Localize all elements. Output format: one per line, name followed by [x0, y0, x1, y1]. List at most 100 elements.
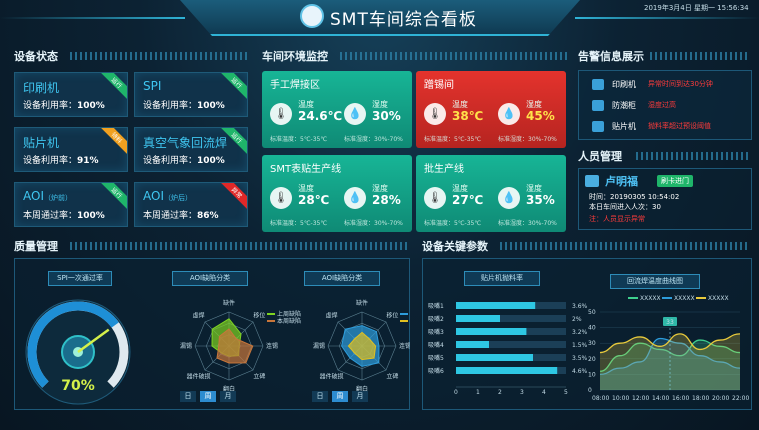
- bar: [456, 354, 533, 361]
- hum-value: 28%: [372, 193, 401, 207]
- area-y-tick: 40: [588, 325, 596, 332]
- device-rate: 设备利用率：100%: [23, 98, 105, 111]
- env-card[interactable]: 蹭锡间 🌡 温度 38℃ 💧 湿度 45% 标准温度：5℃-35℃ 标准湿度：3…: [416, 71, 566, 148]
- rate-value: 100%: [197, 101, 225, 111]
- radar-axis-label: 缺件: [356, 299, 368, 307]
- area-x-tick: 08:00: [592, 395, 609, 402]
- stripe: [650, 52, 750, 60]
- device-card[interactable]: SPI 设备利用率：100% 运行: [134, 72, 248, 117]
- rate-label: 设备利用率：: [143, 101, 198, 111]
- device-name: 贴片机: [23, 134, 59, 151]
- temp-std: 标准温度：5℃-35℃: [270, 136, 328, 143]
- droplet-icon: 💧: [344, 187, 366, 209]
- radar-axis-label: 连锡: [266, 342, 278, 350]
- bar-x-tick: 4: [542, 389, 546, 396]
- id-card-icon: [585, 175, 599, 187]
- bar-category-label: 吸嘴5: [428, 354, 444, 362]
- device-name: 印刷机: [23, 79, 59, 96]
- alert-message: 湿度过高: [648, 101, 676, 109]
- stripe: [340, 52, 568, 60]
- area-x-tick: 16:00: [672, 395, 689, 402]
- hum-std: 标准湿度：30%-70%: [344, 136, 403, 143]
- legend-label: 本周缺陷: [277, 317, 301, 325]
- section-personnel: 人员管理: [578, 150, 622, 163]
- bar: [456, 367, 558, 374]
- tab-day[interactable]: 日: [312, 391, 328, 402]
- device-name: SPI: [143, 79, 161, 93]
- status-text: 异常: [219, 183, 247, 211]
- logo-icon: [300, 4, 324, 28]
- thermometer-icon: 🌡: [270, 103, 292, 125]
- area-x-tick: 10:00: [612, 395, 629, 402]
- radar-axis-label: 翻白: [223, 385, 235, 393]
- device-rate: 本周通过率：100%: [23, 208, 105, 221]
- droplet-icon: 💧: [498, 187, 520, 209]
- section-quality: 质量管理: [14, 240, 58, 253]
- temp-std: 标准温度：5℃-35℃: [424, 220, 482, 227]
- hum-value: 35%: [526, 193, 555, 207]
- stripe: [500, 242, 750, 250]
- device-rate: 设备利用率：91%: [23, 153, 99, 166]
- env-card[interactable]: SMT表贴生产线 🌡 温度 28℃ 💧 湿度 28% 标准温度：5℃-35℃ 标…: [262, 155, 412, 232]
- alert-row[interactable]: 印刷机 异常时间到达30分钟: [582, 75, 752, 95]
- person-note: 注：人员显示异常: [589, 215, 645, 223]
- device-name: AOI（炉后）: [143, 189, 192, 203]
- env-title: 批生产线: [424, 164, 464, 175]
- radar-axis-label: 器件破损: [187, 372, 211, 380]
- env-title: SMT表贴生产线: [270, 164, 342, 175]
- status-badge: 运行: [219, 128, 247, 156]
- device-name: AOI（炉前）: [23, 189, 72, 203]
- device-card[interactable]: AOI（炉后） 本周通过率：86% 异常: [134, 182, 248, 227]
- tab-week[interactable]: 周: [332, 391, 348, 402]
- thermometer-icon: 🌡: [424, 187, 446, 209]
- bar: [456, 341, 489, 348]
- aoi2-title: AOI缺陷分类: [304, 271, 380, 286]
- temp-std: 标准温度：5℃-35℃: [424, 136, 482, 143]
- rate-label: 设备利用率：: [143, 156, 198, 166]
- area-x-tick: 20:00: [712, 395, 729, 402]
- device-icon: [592, 121, 604, 132]
- header-bar: [180, 0, 580, 36]
- device-card[interactable]: 真空气象回流焊 设备利用率：100% 运行: [134, 127, 248, 172]
- bar-value-label: 3.6%: [572, 303, 588, 310]
- gauge-needle: [77, 328, 110, 354]
- status-text: 运行: [99, 73, 127, 101]
- env-card[interactable]: 批生产线 🌡 温度 27℃ 💧 湿度 35% 标准温度：5℃-35℃ 标准湿度：…: [416, 155, 566, 232]
- device-card[interactable]: 贴片机 设备利用率：91% 待料: [14, 127, 128, 172]
- device-rate: 设备利用率：100%: [143, 98, 225, 111]
- area-x-tick: 12:00: [632, 395, 649, 402]
- temp-label: 温度: [452, 100, 468, 109]
- stripe: [70, 52, 250, 60]
- device-suffix: （炉前）: [43, 194, 72, 202]
- status-text: 运行: [219, 128, 247, 156]
- tab-month[interactable]: 月: [352, 391, 368, 402]
- bar: [456, 315, 500, 322]
- device-card[interactable]: 印刷机 设备利用率：100% 运行: [14, 72, 128, 117]
- rate-label: 设备利用率：: [23, 101, 78, 111]
- tab-month[interactable]: 月: [220, 391, 236, 402]
- device-rate: 设备利用率：100%: [143, 153, 225, 166]
- bar-x-tick: 5: [564, 389, 568, 396]
- rate-value: 91%: [77, 156, 99, 166]
- alert-row[interactable]: 防潮柜 湿度过高: [582, 96, 752, 116]
- rate-label: 本周通过率：: [143, 211, 198, 221]
- tab-day[interactable]: 日: [180, 391, 196, 402]
- section-alerts: 告警信息展示: [578, 50, 644, 63]
- alert-row[interactable]: 贴片机 抛料率超过预设阈值: [582, 117, 752, 137]
- device-card[interactable]: AOI（炉前） 本周通过率：100% 运行: [14, 182, 128, 227]
- bar-category-label: 吸嘴6: [428, 367, 444, 375]
- alert-message: 抛料率超过预设阈值: [648, 122, 711, 130]
- device-name-text: AOI: [143, 189, 164, 203]
- section-devices: 设备状态: [14, 50, 58, 63]
- device-name-text: 印刷机: [23, 81, 60, 95]
- bar-track: [456, 315, 566, 322]
- stripe: [636, 152, 750, 160]
- area-y-tick: 30: [588, 340, 596, 347]
- tab-week[interactable]: 周: [200, 391, 216, 402]
- bar-category-label: 吸嘴2: [428, 315, 444, 323]
- alert-device: 贴片机: [612, 122, 636, 131]
- env-card[interactable]: 手工焊接区 🌡 温度 24.6℃ 💧 湿度 30% 标准温度：5℃-35℃ 标准…: [262, 71, 412, 148]
- status-badge: 运行: [99, 73, 127, 101]
- hum-label: 湿度: [526, 184, 542, 193]
